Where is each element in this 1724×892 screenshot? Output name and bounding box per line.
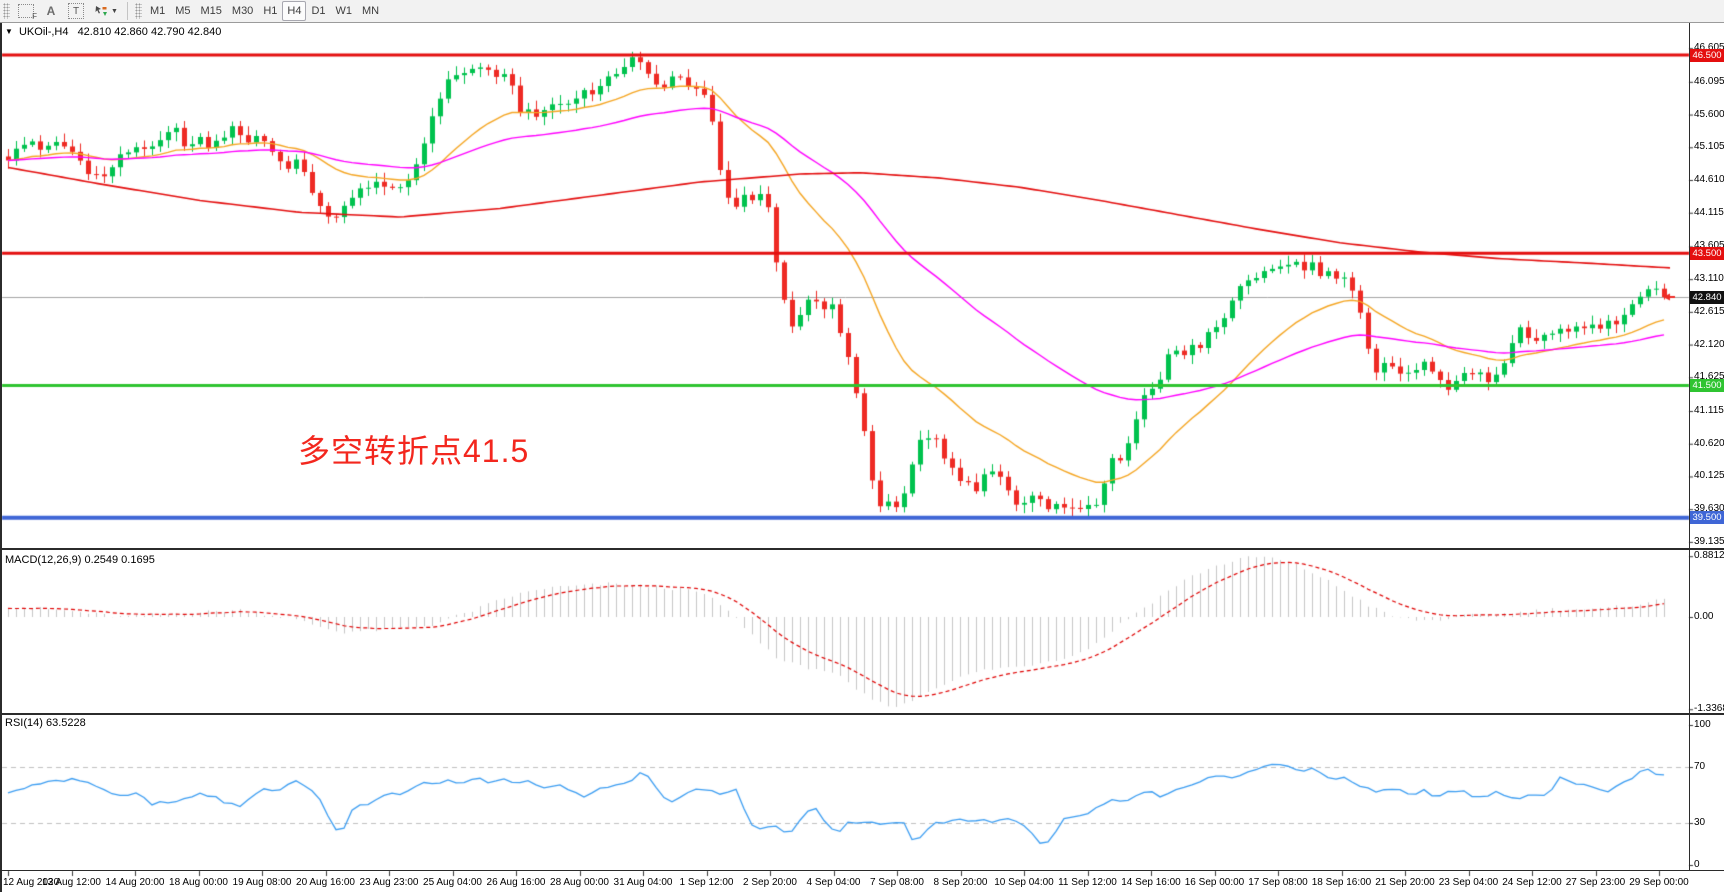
price-tick-label: 44.610 [1694,174,1724,185]
timeframe-button-M15[interactable]: M15 [196,1,227,21]
time-axis-label: 29 Sep 00:00 [1629,877,1689,888]
text-label-tool-button[interactable]: T [63,1,89,21]
timeframe-toolbar-grip[interactable] [134,3,142,19]
rsi-tick-label: 70 [1694,761,1706,772]
timeframe-button-H4[interactable]: H4 [282,1,307,21]
time-axis-label: 18 Sep 16:00 [1311,877,1372,888]
time-axis-label: 14 Aug 20:00 [105,877,165,888]
time-axis-label: 16 Sep 00:00 [1184,877,1245,888]
price-tick-label: 44.115 [1694,206,1724,218]
time-axis-label: 28 Aug 00:00 [550,877,609,888]
toolbar-separator [126,2,128,20]
time-axis-label: 17 Sep 08:00 [1248,877,1308,888]
time-axis-label: 25 Aug 04:00 [423,877,482,888]
timeframe-button-MN[interactable]: MN [357,1,384,21]
time-axis-label: 13 Aug 12:00 [42,877,101,888]
price-level-badge-39.500: 39.500 [1690,511,1724,524]
time-axis-label: 23 Sep 04:00 [1438,877,1499,888]
timeframe-button-H1[interactable]: H1 [258,1,282,21]
price-tick-label: 39.135 [1694,535,1724,547]
price-tick-label: 42.615 [1694,305,1724,317]
rsi-tick-label: 0 [1694,859,1700,870]
time-axis-label: 21 Sep 20:00 [1375,877,1435,888]
price-tick-label: 40.620 [1694,437,1724,449]
price-level-badge-43.500: 43.500 [1690,247,1724,260]
time-axis-label: 14 Sep 16:00 [1121,877,1181,888]
macd-tick-label: 0.00 [1694,611,1714,622]
rsi-tick-label: 100 [1694,719,1711,730]
price-tick-label: 46.095 [1694,75,1724,87]
current-price-badge: 42.840 [1690,291,1724,304]
timeframe-button-M5[interactable]: M5 [170,1,195,21]
time-axis-label: 23 Aug 23:00 [359,877,419,888]
price-tick-label: 40.125 [1694,470,1724,482]
time-axis-label: 2 Sep 20:00 [743,877,797,888]
macd-tick-label: 0.8812 [1694,550,1724,562]
timeframe-button-M1[interactable]: M1 [145,1,170,21]
price-tick-label: 41.625 [1694,371,1724,383]
time-axis-label: 20 Aug 16:00 [296,877,355,888]
price-tick-label: 42.120 [1694,338,1724,350]
time-axis-label: 24 Sep 12:00 [1502,877,1562,888]
price-tick-label: 43.110 [1694,273,1724,285]
timeframe-button-W1[interactable]: W1 [331,1,358,21]
time-axis-label: 11 Sep 12:00 [1058,877,1117,888]
symbol-period-label: UKOil-,H4 [18,26,69,38]
chart-title: ▼ UKOil-,H4 42.810 42.860 42.790 42.840 [5,26,221,38]
toolbar: F A T ▼ M1 M5 M15 M30 H1 H4 D1 W1 MN [0,0,1724,23]
axis-vertical-border [1689,23,1690,871]
rsi-panel-divider[interactable] [0,713,1724,715]
timeframe-button-D1[interactable]: D1 [306,1,330,21]
timeframe-button-M30[interactable]: M30 [227,1,258,21]
cursor-arrows-icon [95,6,107,16]
time-axis-label: 8 Sep 20:00 [933,877,988,888]
letter-a-icon: A [46,4,56,18]
time-axis-label: 18 Aug 00:00 [169,877,228,888]
price-level-badge-46.500: 46.500 [1690,49,1724,62]
price-tick-label: 39.630 [1694,503,1724,515]
time-axis-label: 12 Aug 2020 [3,877,60,888]
macd-tick-label: -1.3368 [1694,703,1724,715]
time-axis-label: 31 Aug 04:00 [613,877,673,888]
toolbar-grip[interactable] [3,3,10,19]
price-tick-label: 45.105 [1694,141,1724,153]
annotation-text[interactable]: 多空转折点41.5 [298,433,530,469]
window-left-border [0,23,2,892]
cursor-mode-button[interactable]: ▼ [89,1,123,21]
time-axis-border [0,870,1724,871]
time-axis-label: 19 Aug 08:00 [232,877,292,888]
timeframe-button-group: M1 M5 M15 M30 H1 H4 D1 W1 MN [145,1,384,21]
time-axis-label: 10 Sep 04:00 [994,877,1054,888]
price-tick-label: 45.600 [1694,108,1724,120]
rsi-tick-label: 30 [1694,817,1706,828]
chevron-down-icon: ▼ [111,7,118,15]
time-axis-label: 1 Sep 12:00 [679,877,734,888]
text-box-icon: T [68,3,84,19]
price-tick-label: 46.605 [1694,42,1724,54]
rsi-label: RSI(14) 63.5228 [5,717,86,729]
time-axis-label: 26 Aug 16:00 [486,877,546,888]
indicator-list-button[interactable]: F [13,1,39,21]
time-axis-label: 7 Sep 08:00 [870,877,924,888]
macd-panel-divider[interactable] [0,548,1724,550]
time-axis-label: 27 Sep 23:00 [1565,877,1626,888]
price-level-badge-41.500: 41.500 [1690,379,1724,392]
ohlc-values-label: 42.810 42.860 42.790 42.840 [77,26,222,38]
time-axis-label: 4 Sep 04:00 [806,877,861,888]
price-tick-label: 41.115 [1694,405,1724,417]
macd-label: MACD(12,26,9) 0.2549 0.1695 [5,554,155,566]
grid-f-icon: F [18,4,37,21]
font-tool-button[interactable]: A [39,1,63,21]
dropdown-triangle-icon[interactable]: ▼ [5,27,13,36]
price-tick-label: 43.605 [1694,240,1724,252]
